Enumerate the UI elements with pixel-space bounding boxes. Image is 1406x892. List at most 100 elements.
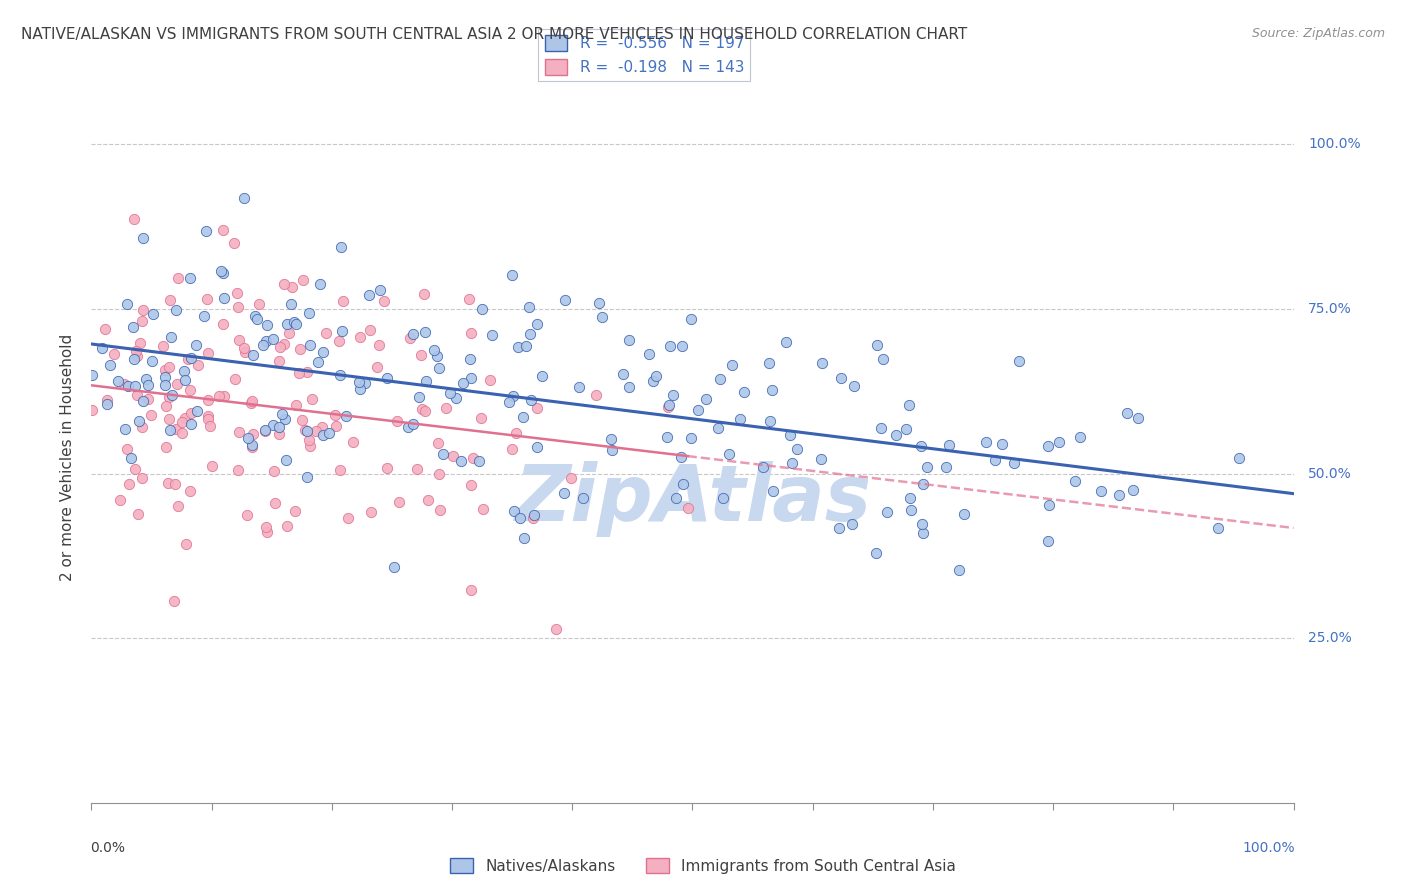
- Point: [165, 422, 187, 436]
- Point: [898, 398, 921, 412]
- Point: [401, 326, 423, 341]
- Point: [142, 308, 165, 322]
- Point: [129, 335, 152, 350]
- Point: [254, 520, 277, 534]
- Point: [124, 379, 146, 393]
- Legend: R =  -0.556   N = 197, R =  -0.198   N = 143: R = -0.556 N = 197, R = -0.198 N = 143: [538, 29, 751, 81]
- Point: [307, 355, 329, 369]
- Point: [240, 393, 263, 408]
- Point: [359, 323, 381, 337]
- Point: [295, 365, 318, 379]
- Point: [679, 431, 702, 445]
- Point: [180, 417, 202, 431]
- Point: [115, 297, 138, 311]
- Point: [125, 343, 148, 358]
- Point: [329, 368, 352, 382]
- Point: [468, 454, 491, 468]
- Point: [131, 393, 153, 408]
- Point: [242, 348, 264, 362]
- Point: [80, 402, 103, 417]
- Point: [197, 409, 219, 423]
- Point: [323, 408, 346, 422]
- Point: [427, 436, 450, 450]
- Point: [179, 271, 201, 285]
- Point: [153, 369, 176, 384]
- Point: [269, 340, 291, 354]
- Point: [501, 442, 523, 456]
- Point: [509, 510, 531, 524]
- Point: [295, 470, 318, 484]
- Point: [153, 378, 176, 392]
- Point: [157, 475, 180, 490]
- Point: [141, 408, 163, 422]
- Point: [160, 388, 183, 402]
- Point: [128, 414, 150, 428]
- Point: [426, 349, 449, 363]
- Point: [299, 337, 322, 351]
- Point: [337, 511, 360, 525]
- Point: [554, 293, 576, 307]
- Point: [357, 287, 380, 301]
- Point: [157, 359, 180, 374]
- Point: [281, 280, 304, 294]
- Point: [368, 283, 391, 297]
- Point: [498, 395, 520, 409]
- Point: [240, 440, 263, 454]
- Text: 50.0%: 50.0%: [1308, 467, 1351, 481]
- Point: [274, 411, 297, 425]
- Point: [991, 437, 1014, 451]
- Point: [884, 428, 907, 442]
- Point: [526, 401, 548, 415]
- Point: [136, 378, 159, 392]
- Point: [232, 192, 254, 206]
- Point: [107, 375, 129, 389]
- Point: [96, 396, 118, 410]
- Point: [501, 268, 523, 282]
- Point: [197, 392, 219, 407]
- Point: [411, 402, 433, 417]
- Point: [298, 439, 321, 453]
- Point: [239, 395, 262, 409]
- Point: [898, 491, 921, 505]
- Point: [318, 426, 340, 441]
- Point: [676, 501, 699, 516]
- Point: [173, 411, 195, 425]
- Point: [948, 563, 970, 577]
- Point: [912, 477, 935, 491]
- Point: [517, 301, 540, 315]
- Point: [416, 493, 439, 508]
- Point: [288, 367, 311, 381]
- Point: [758, 356, 780, 370]
- Point: [519, 326, 541, 341]
- Point: [127, 349, 149, 363]
- Point: [201, 458, 224, 473]
- Point: [460, 370, 482, 384]
- Point: [1229, 450, 1251, 465]
- Point: [460, 583, 482, 598]
- Point: [254, 424, 277, 438]
- Point: [173, 364, 195, 378]
- Point: [876, 505, 898, 519]
- Point: [309, 277, 332, 291]
- Point: [127, 388, 149, 402]
- Point: [273, 277, 295, 291]
- Point: [291, 412, 314, 426]
- Point: [330, 324, 353, 338]
- Point: [122, 211, 145, 226]
- Point: [415, 325, 437, 339]
- Point: [866, 337, 889, 351]
- Point: [165, 303, 187, 318]
- Point: [658, 398, 681, 412]
- Point: [103, 346, 125, 360]
- Point: [209, 264, 232, 278]
- Point: [170, 416, 193, 430]
- Point: [208, 389, 231, 403]
- Point: [617, 333, 640, 347]
- Point: [254, 334, 277, 349]
- Point: [117, 379, 139, 393]
- Point: [127, 507, 149, 521]
- Point: [135, 371, 157, 385]
- Point: [657, 400, 679, 414]
- Point: [269, 419, 291, 434]
- Point: [600, 443, 623, 458]
